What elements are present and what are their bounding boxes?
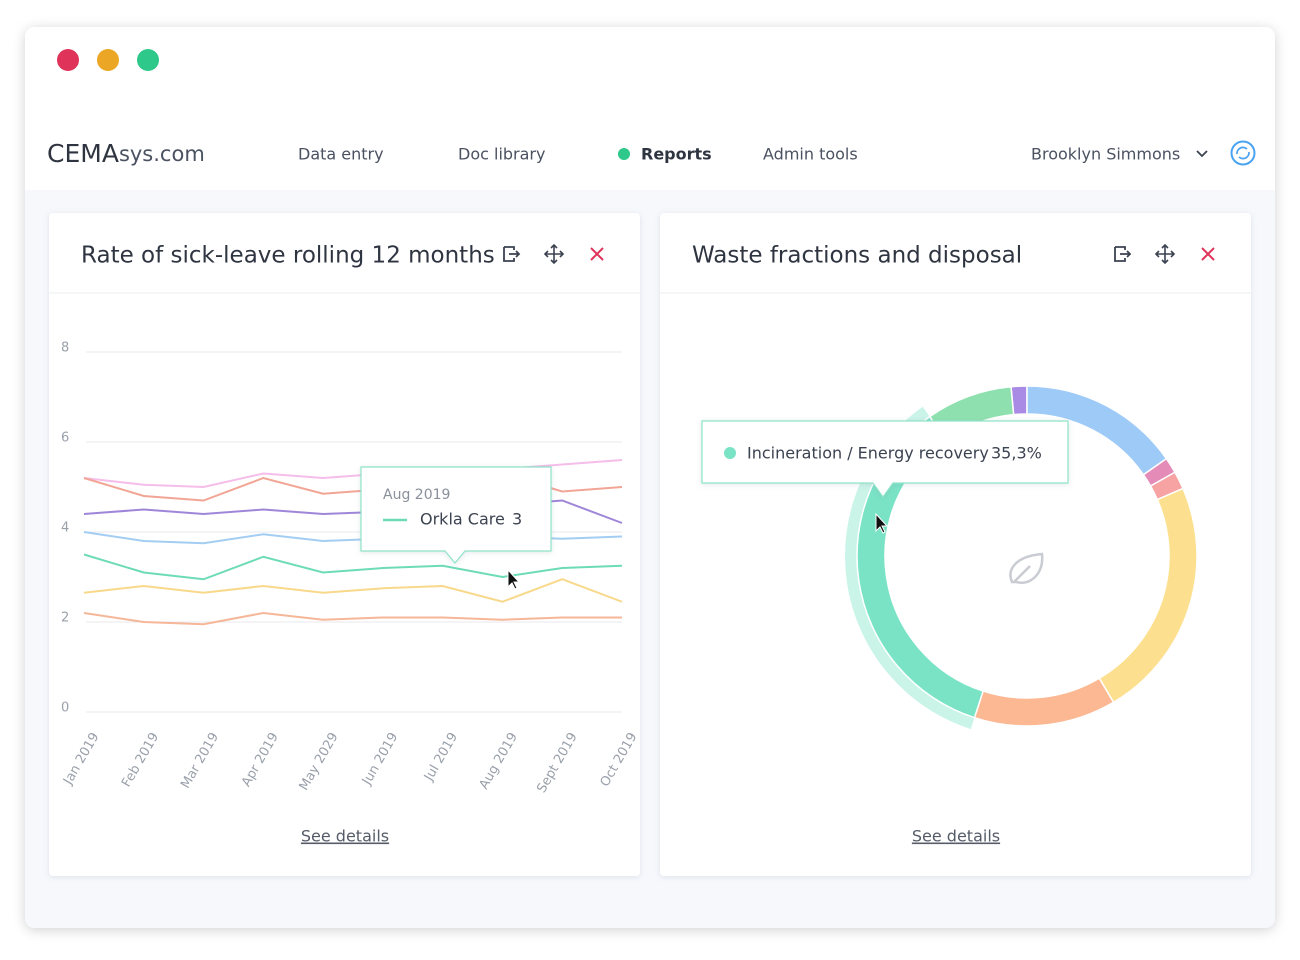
export-icon[interactable] [503,246,521,262]
move-icon[interactable] [1154,243,1176,265]
series-line [83,611,622,626]
tooltip-value: 35,3% [991,444,1042,463]
tooltip-value: 3 [512,510,522,529]
y-tick-label: 2 [61,611,69,626]
donut-highlight [845,406,975,730]
brand: CEMAsys.com [47,139,205,168]
close-icon[interactable] [590,247,604,261]
tooltip: Aug 2019 Orkla Care 3 [360,466,552,564]
tooltip-box [360,466,552,564]
nav-item-active[interactable]: Reports [641,145,712,164]
nav-item[interactable]: Doc library [458,145,545,164]
tooltip-swatch [724,447,736,459]
leaf-icon [1009,552,1044,585]
cursor [507,568,521,590]
active-dot [618,148,630,160]
tooltip-date: Aug 2019 [383,487,450,503]
brand-suffix: sys.com [119,142,205,166]
maximize-dot[interactable] [137,49,159,71]
y-tick-label: 6 [61,431,69,446]
icon-shape [1114,246,1132,262]
user-chevron[interactable] [1196,150,1208,158]
tooltip-box [701,420,1069,499]
icon-shape [503,246,521,262]
y-tick-label: 4 [61,521,69,536]
series-line [83,553,623,581]
brand-main: CEMA [47,139,119,168]
widget-title: Rate of sick-leave rolling 12 months [81,243,495,269]
export-icon[interactable] [1114,246,1132,262]
icon-shape [1154,243,1176,265]
y-tick-label: 8 [61,341,69,356]
close-icon[interactable] [1201,247,1215,261]
tooltip-category: Incineration / Energy recovery [747,444,989,463]
cursor [875,512,889,534]
minimize-dot[interactable] [97,49,119,71]
tooltip: Incineration / Energy recovery 35,3% [701,420,1069,499]
widget-title: Waste fractions and disposal [692,243,1022,269]
see-details[interactable]: See details [912,827,1000,846]
series-line [83,578,623,603]
widget-card [660,213,1251,876]
nav-item[interactable]: Admin tools [763,145,858,164]
y-tick-label: 0 [61,701,69,716]
nav-item[interactable]: Data entry [298,145,384,164]
user-name[interactable]: Brooklyn Simmons [1031,145,1180,164]
tooltip-series: Orkla Care [420,510,505,529]
widget-card [49,213,640,876]
close-dot[interactable] [57,49,79,71]
icon-shape [543,243,565,265]
move-icon[interactable] [543,243,565,265]
sync-icon[interactable] [1230,140,1256,166]
see-details[interactable]: See details [301,827,389,846]
